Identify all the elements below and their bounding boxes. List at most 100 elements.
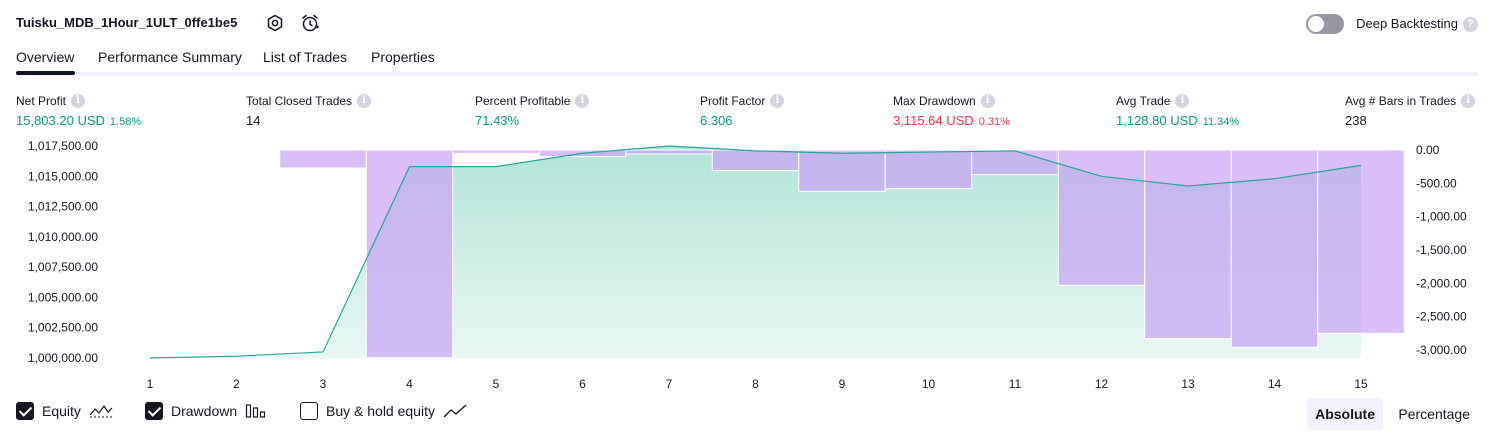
x-axis-tick-label: 15 — [1354, 377, 1368, 391]
right-axis-tick-label: 0.00 — [1416, 143, 1440, 157]
metric-percent: 0.31% — [978, 116, 1010, 128]
absolute-mode-button[interactable]: Absolute — [1307, 398, 1383, 430]
left-axis-tick-label: 1,007,500.00 — [28, 260, 98, 274]
metric-max-drawdown: Max Drawdown i 3,115.64 USD 0.31% — [893, 94, 1010, 128]
drawdown-checkbox[interactable] — [145, 402, 163, 420]
strategy-title: Tuisku_MDB_1Hour_1ULT_0ffe1be5 — [16, 15, 238, 30]
drawdown-bar — [884, 149, 973, 190]
info-icon[interactable]: i — [575, 94, 590, 108]
drawdown-bars-icon — [246, 404, 266, 418]
x-axis-tick-label: 1 — [147, 377, 154, 391]
legend-label: Buy & hold equity — [326, 403, 435, 419]
drawdown-bar — [711, 149, 800, 172]
metric-value: 238 — [1345, 113, 1367, 128]
metric-value: 14 — [246, 113, 261, 128]
drawdown-bar — [971, 149, 1059, 176]
legend-buy-hold[interactable]: Buy & hold equity — [300, 402, 467, 420]
right-axis-tick-label: -2,000.00 — [1416, 276, 1467, 290]
metric-label: Max Drawdown — [893, 94, 976, 108]
info-icon[interactable]: i — [770, 94, 785, 108]
tab-overview[interactable]: Overview — [16, 49, 75, 65]
left-axis-tick-label: 1,000,000.00 — [28, 351, 98, 365]
deep-backtesting-label: Deep Backtesting — [1356, 16, 1458, 31]
drawdown-bar — [106, 149, 194, 152]
drawdown-bar — [452, 149, 540, 154]
metric-value: 3,115.64 USD — [893, 113, 974, 128]
right-axis-tick-label: -1,000.00 — [1416, 210, 1467, 224]
percentage-mode-button[interactable]: Percentage — [1398, 406, 1470, 422]
metric-net-profit: Net Profit i 15,803.20 USD 1.58% — [16, 94, 141, 128]
metric-label: Avg Trade — [1116, 94, 1171, 108]
metric-percent: 11.34% — [1202, 116, 1240, 128]
metric-value: 15,803.20 USD — [16, 113, 105, 128]
x-axis-tick-label: 7 — [666, 377, 673, 391]
metric-value: 71.43% — [475, 113, 520, 128]
settings-icon[interactable] — [266, 14, 284, 32]
equity-checkbox[interactable] — [16, 402, 34, 420]
strategy-header: Tuisku_MDB_1Hour_1ULT_0ffe1be5 Deep Back… — [16, 12, 1478, 36]
x-axis-tick-label: 9 — [839, 377, 846, 391]
info-icon[interactable]: i — [357, 94, 372, 108]
equity-line-icon — [89, 404, 113, 418]
x-axis-tick-label: 3 — [320, 377, 327, 391]
legend-equity[interactable]: Equity — [16, 402, 113, 420]
metric-value: 6.306 — [700, 113, 733, 128]
metric-profit-factor: Profit Factor i 6.306 — [700, 94, 785, 128]
x-axis-tick-label: 11 — [1009, 377, 1022, 391]
buy-hold-line-icon — [443, 404, 467, 418]
right-axis-tick-label: -1,500.00 — [1416, 243, 1467, 257]
right-axis-tick-label: -3,000.00 — [1416, 343, 1467, 357]
left-axis-tick-label: 1,002,500.00 — [28, 321, 98, 335]
x-axis-tick-label: 10 — [922, 377, 936, 391]
left-axis-tick-label: 1,017,500.00 — [28, 139, 98, 153]
legend-label: Equity — [42, 403, 81, 419]
metric-percent-profitable: Percent Profitable i 71.43% — [475, 94, 590, 128]
metric-total-closed-trades: Total Closed Trades i 14 — [246, 94, 372, 128]
left-axis-tick-label: 1,012,500.00 — [28, 200, 98, 214]
drawdown-bar — [625, 149, 713, 155]
metric-label: Profit Factor — [700, 94, 766, 108]
metric-label: Total Closed Trades — [246, 94, 353, 108]
deep-backtesting-control: Deep Backtesting ? — [1298, 12, 1478, 36]
left-axis-tick-label: 1,005,000.00 — [28, 290, 98, 304]
tab-performance-summary[interactable]: Performance Summary — [98, 49, 242, 65]
equity-drawdown-chart[interactable]: 1,017,500.00 1,015,000.00 1,012,500.00 1,01… — [0, 136, 1494, 396]
metric-label: Net Profit — [16, 94, 67, 108]
info-icon[interactable]: i — [71, 94, 86, 108]
drawdown-bar — [1317, 149, 1405, 334]
x-axis-tick-label: 6 — [579, 377, 586, 391]
equity-line — [149, 145, 1362, 359]
help-icon[interactable]: ? — [1463, 17, 1478, 32]
info-icon[interactable]: i — [1461, 94, 1476, 108]
info-icon[interactable]: i — [1175, 94, 1190, 108]
tab-bar: Overview Performance Summary List of Tra… — [16, 46, 1478, 76]
buy-hold-checkbox[interactable] — [300, 402, 318, 420]
deep-backtesting-toggle[interactable] — [1306, 14, 1344, 34]
drawdown-bar — [1144, 149, 1232, 340]
add-alert-icon[interactable] — [300, 13, 320, 33]
metric-label: Avg # Bars in Trades — [1345, 94, 1457, 108]
drawdown-bar — [279, 149, 367, 169]
info-icon[interactable]: i — [980, 94, 995, 108]
legend-drawdown[interactable]: Drawdown — [145, 402, 267, 420]
left-axis-tick-label: 1,015,000.00 — [28, 169, 98, 183]
x-axis-tick-label: 14 — [1268, 377, 1282, 391]
right-axis-tick-label: -2,500.00 — [1416, 310, 1467, 324]
left-axis-tick-label: 1,010,000.00 — [28, 230, 98, 244]
tab-properties[interactable]: Properties — [371, 49, 435, 65]
x-axis-tick-label: 13 — [1181, 377, 1195, 391]
legend-label: Drawdown — [171, 403, 238, 419]
metric-avg-bars-in-trades: Avg # Bars in Trades i 238 — [1345, 94, 1476, 128]
x-axis-tick-label: 12 — [1095, 377, 1109, 391]
right-axis-tick-label: -500.00 — [1416, 176, 1457, 190]
x-axis-tick-label: 5 — [493, 377, 500, 391]
metric-value: 1,128.80 USD — [1116, 113, 1198, 128]
x-axis-tick-label: 4 — [406, 377, 413, 391]
tab-list-of-trades[interactable]: List of Trades — [263, 49, 348, 65]
toggle-knob — [1308, 16, 1324, 32]
drawdown-bar — [1230, 149, 1319, 348]
metric-avg-trade: Avg Trade i 1,128.80 USD 11.34% — [1116, 94, 1239, 128]
active-tab-indicator — [16, 71, 75, 75]
x-axis-tick-label: 2 — [233, 377, 240, 391]
metric-label: Percent Profitable — [475, 94, 571, 108]
